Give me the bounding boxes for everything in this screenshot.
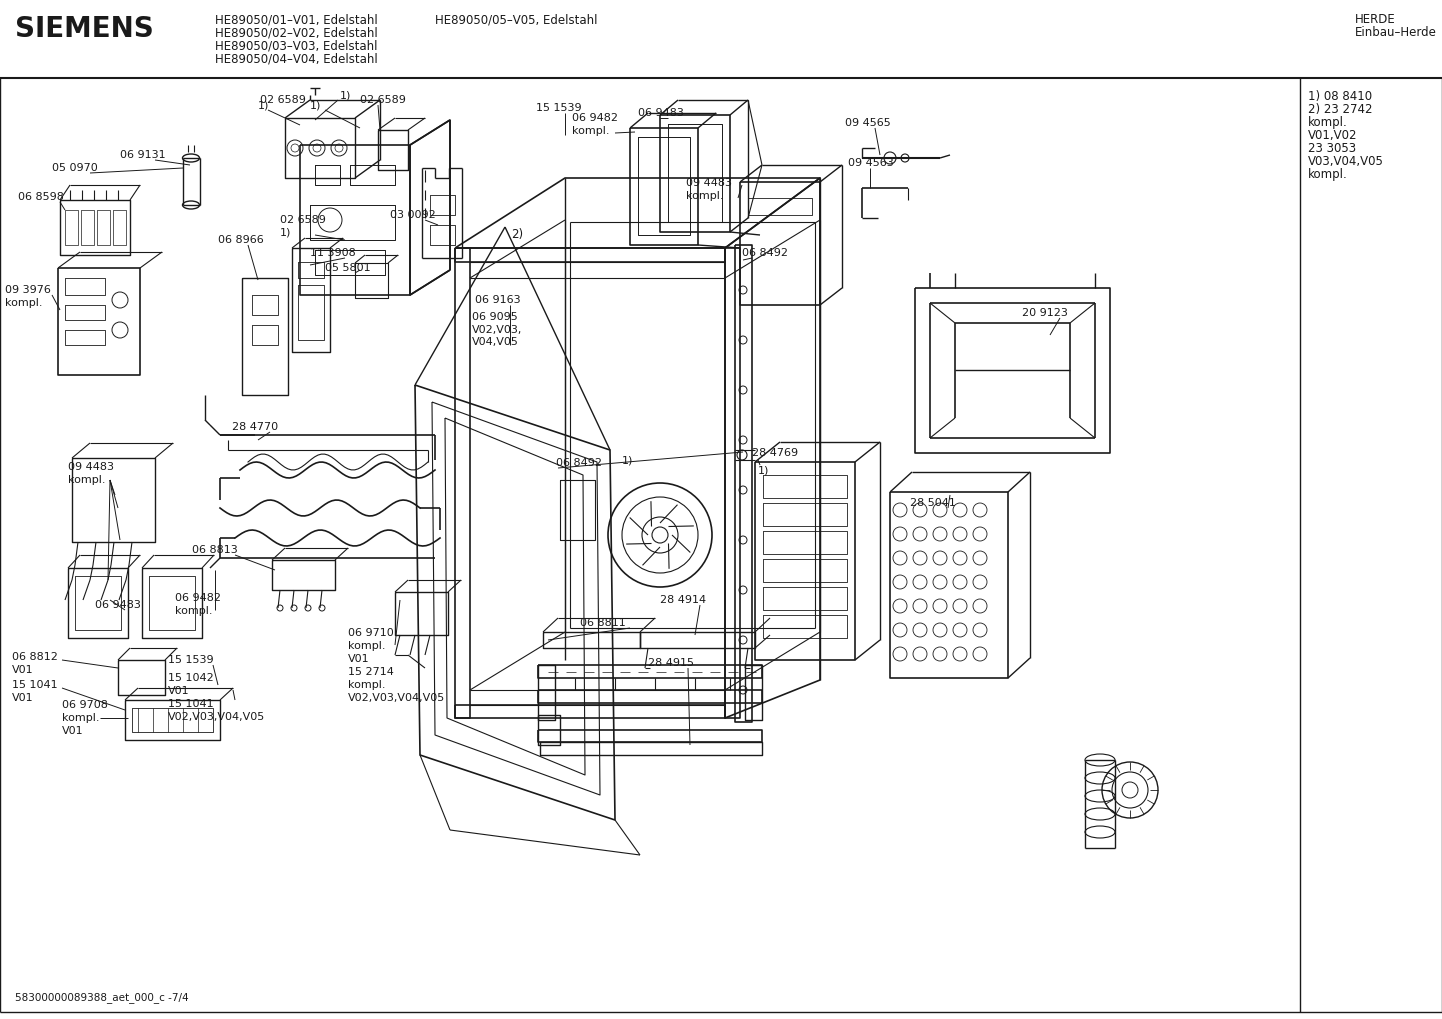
- Text: HE89050/04–V04, Edelstahl: HE89050/04–V04, Edelstahl: [215, 52, 378, 65]
- Text: 28 4914: 28 4914: [660, 595, 707, 605]
- Text: HERDE: HERDE: [1355, 13, 1396, 26]
- Text: V02,V03,V04,V05: V02,V03,V04,V05: [348, 693, 446, 703]
- Text: 03 0092: 03 0092: [389, 210, 435, 220]
- Text: V01: V01: [348, 654, 369, 664]
- Text: kompl.: kompl.: [1308, 116, 1348, 129]
- Text: 05 0970: 05 0970: [52, 163, 98, 173]
- Text: 06 8966: 06 8966: [218, 235, 264, 245]
- Text: 09 3976: 09 3976: [4, 285, 50, 294]
- Text: V02,V03,V04,V05: V02,V03,V04,V05: [169, 712, 265, 722]
- Text: 1): 1): [258, 100, 270, 110]
- Text: 06 9708: 06 9708: [62, 700, 108, 710]
- Text: 02 6589: 02 6589: [260, 95, 306, 105]
- Text: 23 3053: 23 3053: [1308, 142, 1355, 155]
- Text: 15 1041: 15 1041: [169, 699, 213, 709]
- Text: kompl.: kompl.: [174, 606, 212, 616]
- Text: 02 6589: 02 6589: [360, 95, 405, 105]
- Text: 09 4563: 09 4563: [848, 158, 894, 168]
- Text: HE89050/02–V02, Edelstahl: HE89050/02–V02, Edelstahl: [215, 26, 378, 39]
- Text: 09 4483: 09 4483: [686, 178, 733, 187]
- Text: 06 9131: 06 9131: [120, 150, 166, 160]
- Text: kompl.: kompl.: [348, 641, 385, 651]
- Text: 28 4769: 28 4769: [751, 448, 797, 458]
- Text: kompl.: kompl.: [62, 713, 99, 723]
- Text: 02 6589: 02 6589: [280, 215, 326, 225]
- Text: 2) 23 2742: 2) 23 2742: [1308, 103, 1373, 116]
- Text: 09 4565: 09 4565: [845, 118, 891, 128]
- Text: 06 9483: 06 9483: [95, 600, 141, 610]
- Text: 06 9163: 06 9163: [474, 294, 521, 305]
- Text: kompl.: kompl.: [4, 298, 42, 308]
- Text: 28 4770: 28 4770: [232, 422, 278, 432]
- Text: V02,V03,: V02,V03,: [472, 325, 522, 335]
- Text: 1): 1): [340, 90, 352, 100]
- Text: kompl.: kompl.: [68, 475, 105, 485]
- Text: 1): 1): [310, 100, 322, 110]
- Text: 11 3908: 11 3908: [310, 248, 356, 258]
- Text: 1): 1): [280, 227, 291, 237]
- Text: HE89050/05–V05, Edelstahl: HE89050/05–V05, Edelstahl: [435, 13, 597, 26]
- Text: 06 8812: 06 8812: [12, 652, 58, 662]
- Text: V01: V01: [169, 686, 190, 696]
- Text: 15 1042: 15 1042: [169, 673, 213, 683]
- Text: HE89050/03–V03, Edelstahl: HE89050/03–V03, Edelstahl: [215, 39, 378, 52]
- Text: 28 5041: 28 5041: [910, 498, 956, 508]
- Text: 1) 08 8410: 1) 08 8410: [1308, 90, 1373, 103]
- Text: SIEMENS: SIEMENS: [14, 15, 154, 43]
- Text: V01: V01: [62, 726, 84, 736]
- Text: 06 9482: 06 9482: [174, 593, 221, 603]
- Text: kompl.: kompl.: [686, 191, 724, 201]
- Text: V01,V02: V01,V02: [1308, 129, 1357, 142]
- Text: V03,V04,V05: V03,V04,V05: [1308, 155, 1384, 168]
- Text: 06 8811: 06 8811: [580, 618, 626, 628]
- Text: 58300000089388_aet_000_c -7/4: 58300000089388_aet_000_c -7/4: [14, 993, 189, 1003]
- Text: kompl.: kompl.: [348, 680, 385, 690]
- Text: 09 4483: 09 4483: [68, 462, 114, 472]
- Text: 15 1539: 15 1539: [536, 103, 581, 113]
- Text: kompl.: kompl.: [1308, 168, 1348, 181]
- Text: 06 9710: 06 9710: [348, 628, 394, 638]
- Text: Einbau–Herde: Einbau–Herde: [1355, 26, 1436, 39]
- Text: 06 8492: 06 8492: [557, 458, 601, 468]
- Text: 15 1539: 15 1539: [169, 655, 213, 665]
- Text: 1): 1): [622, 455, 633, 465]
- Text: 06 9095: 06 9095: [472, 312, 518, 322]
- Text: kompl.: kompl.: [572, 126, 610, 136]
- Text: 06 9482: 06 9482: [572, 113, 619, 123]
- Text: 06 8813: 06 8813: [192, 545, 238, 555]
- Text: 20 9123: 20 9123: [1022, 308, 1069, 318]
- Text: 15 2714: 15 2714: [348, 667, 394, 677]
- Text: 05 5801: 05 5801: [324, 263, 371, 273]
- Text: V01: V01: [12, 665, 33, 675]
- Text: HE89050/01–V01, Edelstahl: HE89050/01–V01, Edelstahl: [215, 13, 378, 26]
- Text: 2): 2): [510, 228, 523, 242]
- Text: V01: V01: [12, 693, 33, 703]
- Text: 06 9483: 06 9483: [637, 108, 684, 118]
- Text: V04,V05: V04,V05: [472, 337, 519, 347]
- Text: 28 4915: 28 4915: [647, 658, 694, 668]
- Text: 1): 1): [758, 465, 770, 475]
- Text: 15 1041: 15 1041: [12, 680, 58, 690]
- Text: 06 8598: 06 8598: [17, 192, 63, 202]
- Text: 06 8492: 06 8492: [743, 248, 787, 258]
